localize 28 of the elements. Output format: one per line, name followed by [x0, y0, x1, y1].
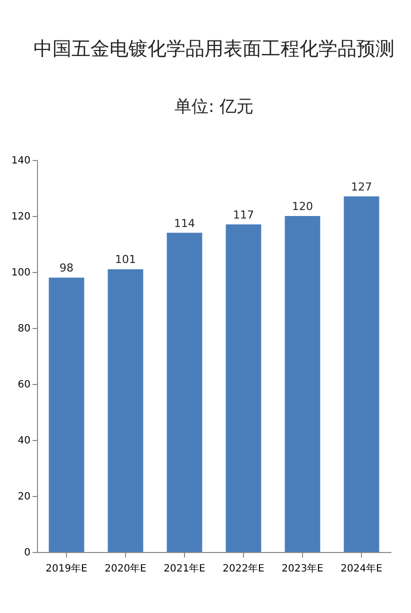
y-tick-label: 20	[18, 492, 30, 502]
bar	[284, 216, 320, 552]
y-tick-label: 0	[24, 548, 30, 558]
x-tick-label: 2023年E	[282, 562, 324, 574]
x-tick-label: 2022年E	[222, 562, 264, 574]
data-label: 117	[233, 208, 254, 222]
bar	[166, 232, 202, 552]
y-tick-label: 80	[18, 324, 30, 334]
y-tick-label: 40	[18, 436, 30, 446]
x-tick-label: 2020年E	[104, 562, 146, 574]
chart-title: 中国五金电镀化学品用表面工程化学品预测	[34, 38, 394, 60]
bar	[226, 224, 262, 552]
data-label: 101	[115, 253, 136, 266]
data-label: 114	[174, 216, 195, 230]
data-label: 98	[60, 262, 74, 275]
y-tick-label: 140	[11, 156, 30, 166]
data-label: 120	[292, 200, 313, 213]
x-tick-label: 2024年E	[340, 562, 382, 574]
y-tick-label: 60	[18, 380, 30, 390]
bar	[108, 269, 144, 552]
y-tick-label: 120	[11, 212, 30, 222]
bar	[48, 278, 84, 552]
x-tick-label: 2019年E	[46, 562, 88, 574]
x-tick-label: 2021年E	[164, 562, 206, 574]
bar	[344, 196, 380, 552]
y-tick-label: 100	[11, 268, 30, 278]
data-label: 127	[351, 180, 372, 194]
chart-subtitle: 单位: 亿元	[174, 97, 254, 117]
